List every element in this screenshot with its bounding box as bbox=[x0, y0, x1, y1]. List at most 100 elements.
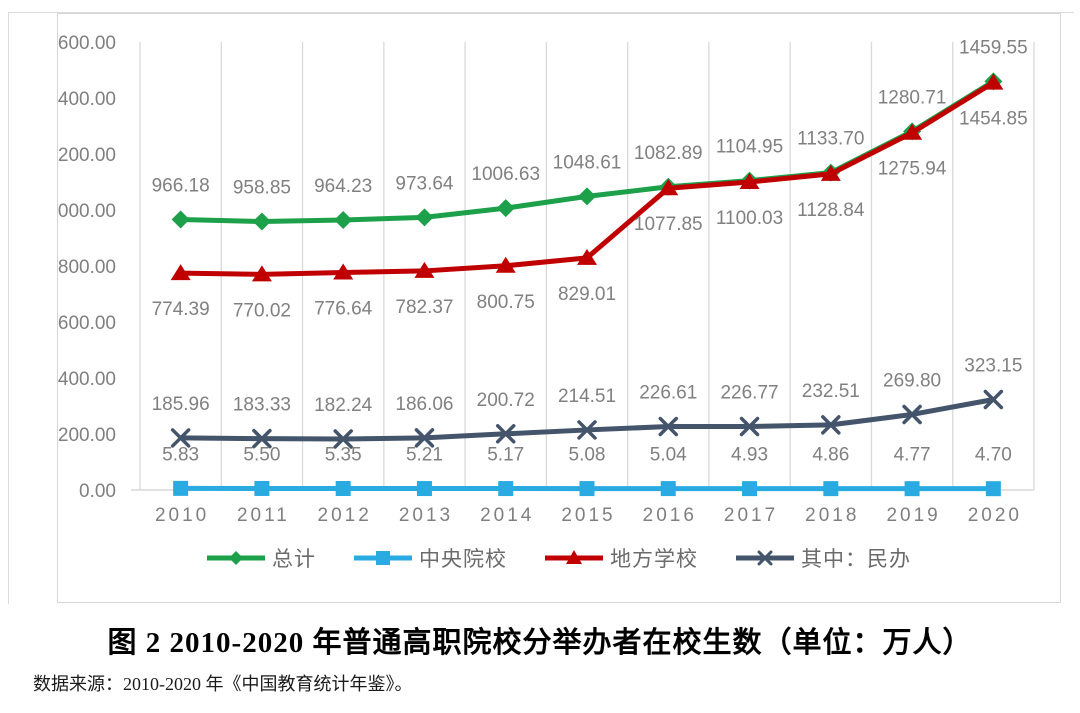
data-label: 1006.63 bbox=[471, 164, 540, 185]
legend-marker-square-icon bbox=[354, 551, 412, 565]
data-point-marker-square bbox=[904, 481, 920, 497]
data-point-marker-x bbox=[252, 428, 272, 449]
data-label: 1048.61 bbox=[553, 152, 622, 173]
data-label: 1280.71 bbox=[878, 87, 947, 108]
y-axis-tick-label: 800.00 bbox=[58, 257, 116, 278]
data-point-marker-triangle bbox=[577, 248, 597, 265]
data-point-marker-triangle bbox=[902, 123, 923, 140]
chart-area: 0.00 200.00 400.00 600.00 800.00 1000.00 1200.… bbox=[57, 13, 1061, 603]
x-axis-tick-label: 2013 bbox=[399, 505, 453, 526]
data-label: 770.02 bbox=[233, 300, 291, 321]
data-point-marker-diamond bbox=[415, 208, 434, 227]
data-point-marker-square bbox=[254, 480, 270, 496]
legend-item: 地方学校 bbox=[545, 543, 698, 573]
data-label: 5.21 bbox=[406, 445, 443, 466]
data-label: 776.64 bbox=[314, 299, 373, 320]
y-axis-tick-label: 600.00 bbox=[58, 313, 116, 334]
data-point-marker-triangle bbox=[658, 179, 679, 196]
chart-plot-svg: 0.00 200.00 400.00 600.00 800.00 1000.00 1200.… bbox=[58, 33, 1035, 526]
data-label: 226.77 bbox=[720, 383, 778, 404]
y-axis-tick-label: 200.00 bbox=[58, 425, 116, 446]
data-point-marker-triangle bbox=[251, 265, 272, 282]
y-axis-tick-label: 1600.00 bbox=[58, 33, 116, 54]
data-point-marker-square bbox=[335, 481, 351, 497]
data-label: 1128.84 bbox=[797, 200, 865, 221]
data-label: 4.77 bbox=[894, 445, 931, 466]
data-point-marker-x bbox=[902, 404, 922, 425]
data-point-marker-x bbox=[821, 415, 841, 435]
data-label: 1082.89 bbox=[634, 143, 703, 164]
data-label: 186.06 bbox=[395, 394, 453, 415]
data-point-marker-square bbox=[742, 481, 758, 497]
data-point-marker-triangle bbox=[983, 73, 1004, 90]
data-label: 5.35 bbox=[325, 445, 362, 466]
data-point-marker-square bbox=[985, 481, 1001, 497]
data-label: 1100.03 bbox=[716, 208, 783, 229]
x-axis-tick-label: 2016 bbox=[643, 505, 697, 526]
x-axis-tick-label: 2011 bbox=[237, 505, 290, 526]
y-axis-tick-label: 400.00 bbox=[58, 369, 116, 390]
x-axis-tick-label: 2018 bbox=[805, 505, 859, 526]
x-axis-tick-label: 2014 bbox=[480, 505, 534, 526]
data-point-marker-x bbox=[414, 428, 435, 448]
data-point-marker-x bbox=[739, 416, 760, 437]
data-point-marker-diamond bbox=[334, 211, 353, 230]
x-axis-tick-label: 2015 bbox=[561, 505, 615, 526]
legend-label: 总计 bbox=[272, 548, 316, 571]
legend-marker-diamond-icon bbox=[207, 551, 265, 565]
data-label: 964.23 bbox=[314, 176, 372, 197]
data-label: 966.18 bbox=[152, 175, 210, 196]
data-label: 185.96 bbox=[152, 394, 210, 415]
data-point-marker-triangle bbox=[170, 264, 191, 281]
data-label: 214.51 bbox=[558, 386, 616, 407]
data-label: 1275.94 bbox=[878, 159, 947, 180]
data-point-marker-x bbox=[983, 389, 1004, 410]
data-label: 4.93 bbox=[731, 445, 768, 466]
x-axis-tick-label: 2017 bbox=[724, 505, 778, 526]
data-point-marker-diamond bbox=[171, 210, 190, 229]
data-label: 226.61 bbox=[639, 383, 697, 404]
legend-label: 中央院校 bbox=[419, 548, 507, 571]
data-point-marker-triangle bbox=[495, 256, 516, 273]
data-point-marker-triangle bbox=[333, 263, 354, 280]
data-label: 4.86 bbox=[812, 445, 849, 466]
data-label: 200.72 bbox=[477, 390, 535, 411]
legend-marker-x-icon bbox=[736, 550, 794, 566]
data-label: 269.80 bbox=[883, 370, 941, 391]
x-axis-tick-label: 2010 bbox=[155, 505, 209, 526]
x-axis-tick-label: 2012 bbox=[318, 505, 372, 526]
data-label: 182.24 bbox=[314, 395, 373, 416]
legend-item: 中央院校 bbox=[354, 543, 507, 573]
data-point-marker-triangle bbox=[820, 164, 841, 181]
data-point-marker-x bbox=[170, 428, 191, 448]
data-label: 774.39 bbox=[152, 299, 210, 320]
data-label: 5.08 bbox=[569, 445, 606, 466]
legend-label: 地方学校 bbox=[610, 548, 698, 571]
data-point-marker-square bbox=[579, 481, 595, 497]
y-axis-tick-label: 1000.00 bbox=[58, 201, 116, 222]
data-label: 782.37 bbox=[395, 297, 453, 318]
data-label: 1454.85 bbox=[959, 109, 1028, 130]
data-label: 1459.55 bbox=[959, 37, 1028, 58]
data-label: 1133.70 bbox=[797, 129, 864, 150]
data-label: 323.15 bbox=[964, 356, 1022, 377]
chart-legend: 总计 中央院校 地方学校 其中：民办 bbox=[58, 543, 1060, 573]
legend-marker-triangle-icon bbox=[545, 550, 603, 564]
data-point-marker-square bbox=[416, 481, 432, 497]
data-label: 5.17 bbox=[487, 445, 524, 466]
data-point-marker-square bbox=[660, 481, 676, 497]
figure-caption: 图 2 2010-2020 年普通高职院校分举办者在校生数（单位：万人） bbox=[107, 627, 973, 659]
legend-item: 总计 bbox=[207, 543, 316, 573]
x-axis-tick-label: 2019 bbox=[886, 505, 940, 526]
data-label: 973.64 bbox=[395, 173, 454, 194]
data-point-marker-triangle bbox=[739, 172, 760, 189]
data-point-marker-x bbox=[658, 416, 679, 437]
data-label: 4.70 bbox=[975, 445, 1012, 466]
data-point-marker-square bbox=[823, 481, 839, 497]
y-axis-tick-label: 0.00 bbox=[79, 481, 116, 502]
y-axis-tick-label: 1200.00 bbox=[58, 145, 116, 166]
data-label: 958.85 bbox=[233, 178, 291, 199]
data-point-marker-diamond bbox=[496, 199, 515, 218]
data-point-marker-x bbox=[495, 424, 516, 444]
data-point-marker-x bbox=[577, 420, 597, 440]
